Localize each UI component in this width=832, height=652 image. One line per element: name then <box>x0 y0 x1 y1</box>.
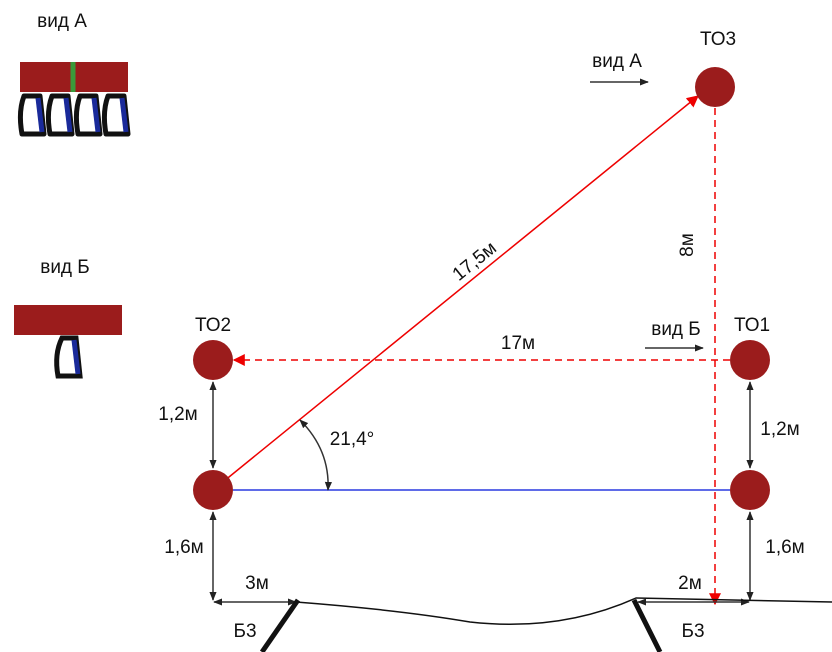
dimension-label: 3м <box>245 573 269 594</box>
view-b-title: вид Б <box>40 257 90 278</box>
node-label: Б3 <box>681 621 704 642</box>
view-a-title: вид А <box>37 11 87 32</box>
dimension-label: 8м <box>677 233 698 257</box>
view-arrow-label: вид А <box>592 51 642 72</box>
diagonal-line <box>212 95 699 491</box>
dimension-label: 17м <box>501 333 535 354</box>
barrier <box>259 598 301 652</box>
dimension-label: 2м <box>678 573 702 594</box>
dimension-label: 1,2м <box>760 419 799 440</box>
view-b-sketch <box>14 305 122 379</box>
view-arrow-label: вид Б <box>651 319 701 340</box>
angle-arc <box>299 419 332 491</box>
node-label: ТО3 <box>700 29 736 50</box>
nodes <box>193 67 770 510</box>
dimension-label: 21,4° <box>330 429 375 450</box>
dimension-label: 1,6м <box>164 537 203 558</box>
view-a-sketch <box>17 62 131 137</box>
ground-line <box>295 597 832 626</box>
dimension-label: 1,2м <box>158 404 197 425</box>
node-label: Б3 <box>233 621 256 642</box>
node-label: ТО1 <box>734 315 770 336</box>
barrier <box>631 598 663 652</box>
node-label: ТО2 <box>195 315 231 336</box>
dimension-label: 1,6м <box>765 537 804 558</box>
